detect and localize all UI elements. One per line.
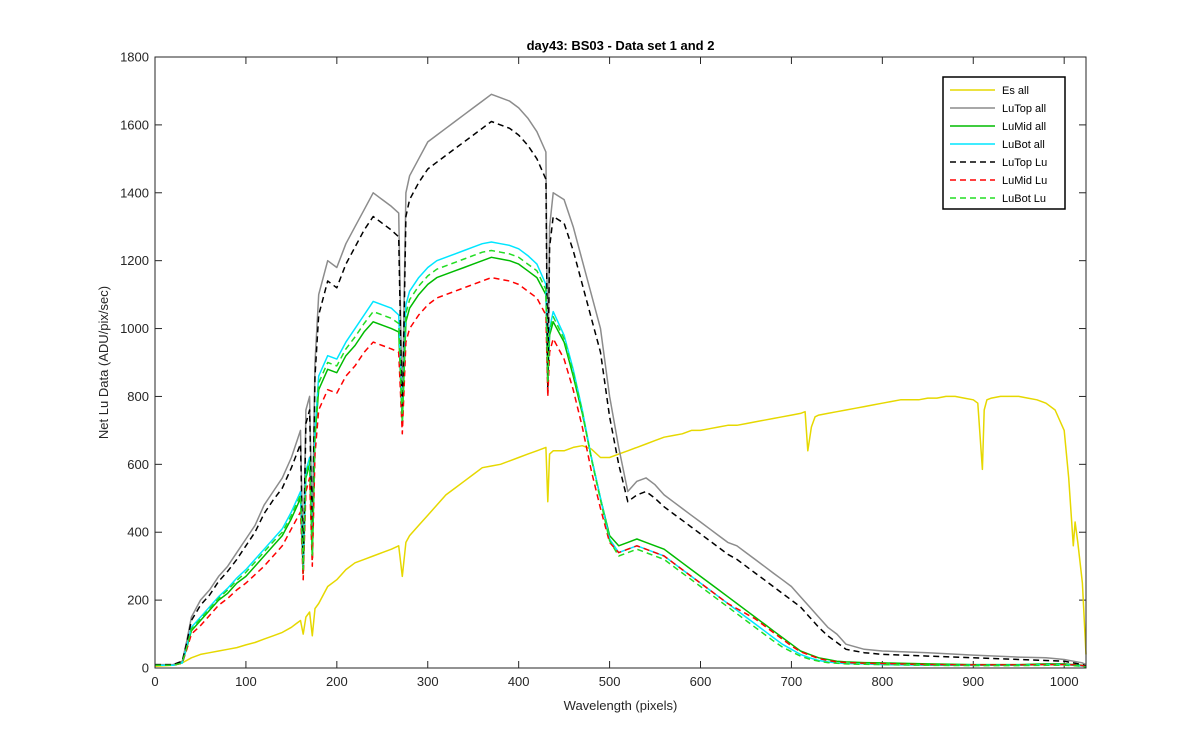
x-tick-label: 400 (508, 674, 530, 689)
series-line-lumid-lu (155, 276, 1087, 668)
x-tick-label: 0 (151, 674, 158, 689)
x-axis: 0 100 200 300 400 500 600 700 800 900 1000 (151, 57, 1079, 689)
plot-background (155, 57, 1086, 668)
y-tick-label: 600 (127, 457, 149, 472)
x-tick-label: 700 (781, 674, 803, 689)
x-tick-label: 200 (326, 674, 348, 689)
x-tick-label: 500 (599, 674, 621, 689)
x-tick-label: 100 (235, 674, 257, 689)
y-axis-label: Net Lu Data (ADU/pix/sec) (96, 286, 111, 439)
plot-area (154, 93, 1087, 668)
y-tick-label: 400 (127, 525, 149, 540)
y-tick-label: 1600 (120, 117, 149, 132)
legend: Es all LuTop all LuMid all LuBot all LuTop L… (942, 76, 1066, 210)
x-tick-label: 1000 (1050, 674, 1079, 689)
plot-box (154, 56, 1087, 669)
y-tick-label: 1200 (120, 253, 149, 268)
legend-label: Es all (1002, 85, 1029, 97)
legend-label: LuMid Lu (1002, 175, 1047, 187)
y-tick-label: 1800 (120, 50, 149, 65)
x-tick-label: 600 (690, 674, 712, 689)
y-tick-label: 800 (127, 389, 149, 404)
legend-box (942, 76, 1066, 210)
chart-title: day43: BS03 - Data set 1 and 2 (527, 38, 715, 53)
legend-label: LuMid all (1002, 121, 1046, 133)
y-tick-label: 1400 (120, 185, 149, 200)
legend-label: LuTop all (1002, 103, 1046, 115)
legend-label: LuTop Lu (1002, 157, 1047, 169)
series-line-es-all (154, 395, 1087, 668)
y-tick-label: 200 (127, 593, 149, 608)
legend-label: LuBot Lu (1002, 193, 1046, 205)
series-line-lumid-all (155, 256, 1087, 668)
series-line-lutop-lu (155, 120, 1087, 667)
x-axis-label: Wavelength (pixels) (564, 698, 678, 713)
legend-label: LuBot all (1002, 139, 1045, 151)
y-tick-label: 0 (142, 661, 149, 676)
x-tick-label: 900 (962, 674, 984, 689)
series-line-lubot-lu (155, 249, 1087, 668)
x-tick-label: 800 (871, 674, 893, 689)
series-line-lutop-all (155, 93, 1087, 666)
series-line-lubot-all (155, 241, 1087, 668)
x-tick-label: 300 (417, 674, 439, 689)
y-tick-label: 1000 (120, 321, 149, 336)
